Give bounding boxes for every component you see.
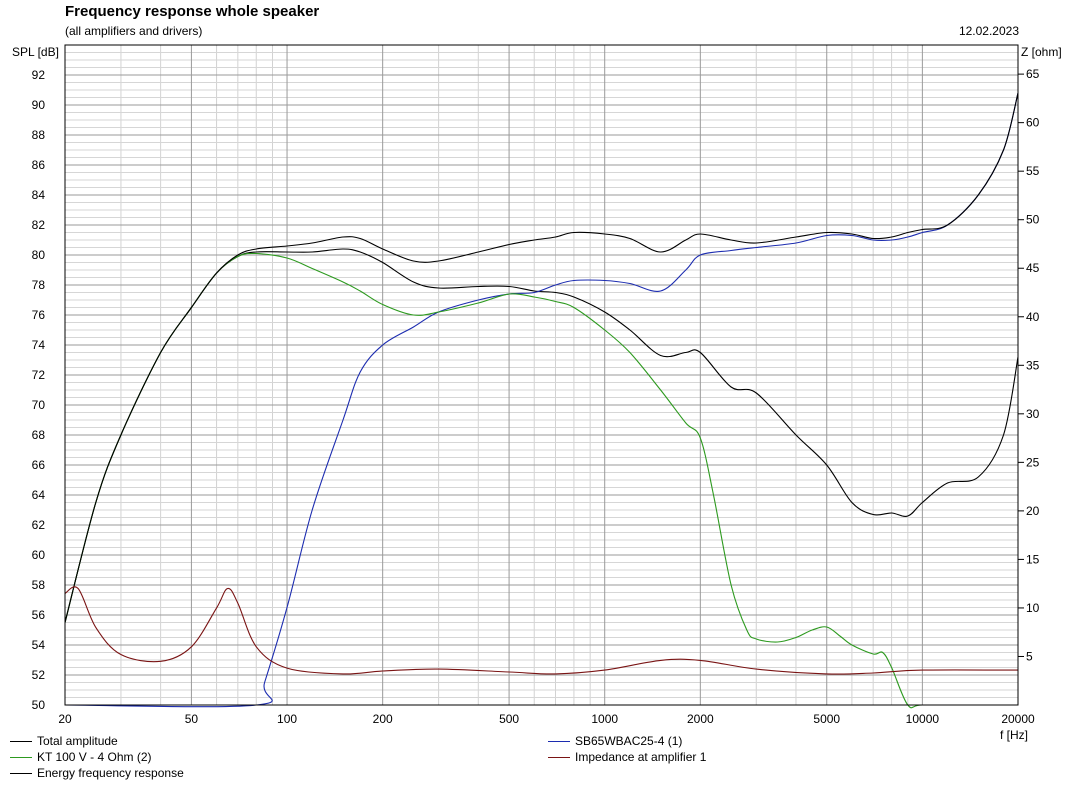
y-tick-label-right: 60	[1026, 116, 1040, 130]
x-tick-label: 200	[373, 712, 393, 726]
y-tick-label-right: 40	[1026, 310, 1040, 324]
x-tick-label: 50	[185, 712, 199, 726]
legend-item-total-amplitude: Total amplitude	[10, 734, 118, 748]
y-tick-label-left: 78	[32, 278, 46, 292]
y-tick-label-left: 90	[32, 98, 46, 112]
legend-swatch	[548, 756, 570, 758]
y-tick-label-left: 62	[32, 518, 46, 532]
y-tick-label-left: 68	[32, 428, 46, 442]
x-tick-label: 500	[499, 712, 519, 726]
chart-title: Frequency response whole speaker	[65, 3, 320, 20]
y-tick-label-left: 88	[32, 128, 46, 142]
y-tick-label-right: 25	[1026, 455, 1040, 469]
x-axis-label: f [Hz]	[1000, 728, 1028, 742]
y-tick-label-left: 86	[32, 158, 46, 172]
y-tick-label-left: 50	[32, 698, 46, 712]
x-tick-label: 5000	[813, 712, 840, 726]
legend-swatch	[10, 772, 32, 774]
legend-swatch	[10, 756, 32, 758]
legend-item-energy-frequency-response: Energy frequency response	[10, 766, 184, 780]
y-tick-label-right: 35	[1026, 358, 1040, 372]
y-tick-label-left: 60	[32, 548, 46, 562]
y-tick-label-left: 66	[32, 458, 46, 472]
series-line-energy-frequency-response	[64, 92, 1019, 623]
y-tick-label-left: 92	[32, 68, 46, 82]
y-tick-label-left: 52	[32, 668, 46, 682]
y-tick-label-left: 58	[32, 578, 46, 592]
y-tick-label-left: 72	[32, 368, 46, 382]
y-tick-label-right: 30	[1026, 407, 1040, 421]
x-tick-label: 20000	[1001, 712, 1035, 726]
y-tick-label-right: 10	[1026, 601, 1040, 615]
y-tick-label-right: 20	[1026, 504, 1040, 518]
y-tick-label-right: 50	[1026, 213, 1040, 227]
y-tick-label-right: 65	[1026, 67, 1040, 81]
y-tick-label-left: 54	[32, 638, 46, 652]
y-tick-label-left: 84	[32, 188, 46, 202]
x-tick-label: 2000	[687, 712, 714, 726]
series-line-kt-100-v-4-ohm-2	[64, 252, 1018, 709]
y-tick-label-right: 55	[1026, 164, 1040, 178]
y-tick-label-left: 70	[32, 398, 46, 412]
y-tick-label-right: 45	[1026, 261, 1040, 275]
y-tick-label-right: 15	[1026, 552, 1040, 566]
y-tick-label-left: 76	[32, 308, 46, 322]
legend-label: SB65WBAC25-4 (1)	[575, 734, 683, 748]
legend-swatch	[10, 740, 32, 742]
legend-label: Total amplitude	[37, 734, 118, 748]
y-tick-label-left: 56	[32, 608, 46, 622]
legend-item-sb65wbac25: SB65WBAC25-4 (1)	[548, 734, 682, 748]
y-tick-label-left: 80	[32, 248, 46, 262]
legend-swatch	[548, 740, 570, 742]
series-line-impedance-at-amplifier-1	[64, 586, 1019, 675]
plot-frame	[64, 44, 1019, 706]
x-tick-label: 20	[58, 712, 72, 726]
legend-label: KT 100 V - 4 Ohm (2)	[37, 750, 152, 764]
y-axis-label-right: Z [ohm]	[1021, 45, 1062, 59]
series-line-total-amplitude	[64, 248, 1019, 623]
y-axis-label-left: SPL [dB]	[12, 45, 59, 59]
legend-label: Energy frequency response	[37, 766, 184, 780]
chart-date: 12.02.2023	[958, 24, 1019, 38]
legend-item-impedance: Impedance at amplifier 1	[548, 750, 706, 764]
y-tick-label-right: 5	[1026, 649, 1033, 663]
legend-item-kt100: KT 100 V - 4 Ohm (2)	[10, 750, 152, 764]
y-tick-label-left: 74	[32, 338, 46, 352]
x-tick-label: 10000	[906, 712, 940, 726]
x-tick-label: 100	[277, 712, 297, 726]
series-line-sb65wbac25-4-1	[64, 92, 1019, 708]
x-tick-label: 1000	[591, 712, 618, 726]
y-tick-label-left: 82	[32, 218, 46, 232]
legend-label: Impedance at amplifier 1	[575, 750, 707, 764]
y-tick-label-left: 64	[32, 488, 46, 502]
chart-subtitle: (all amplifiers and drivers)	[65, 24, 203, 38]
